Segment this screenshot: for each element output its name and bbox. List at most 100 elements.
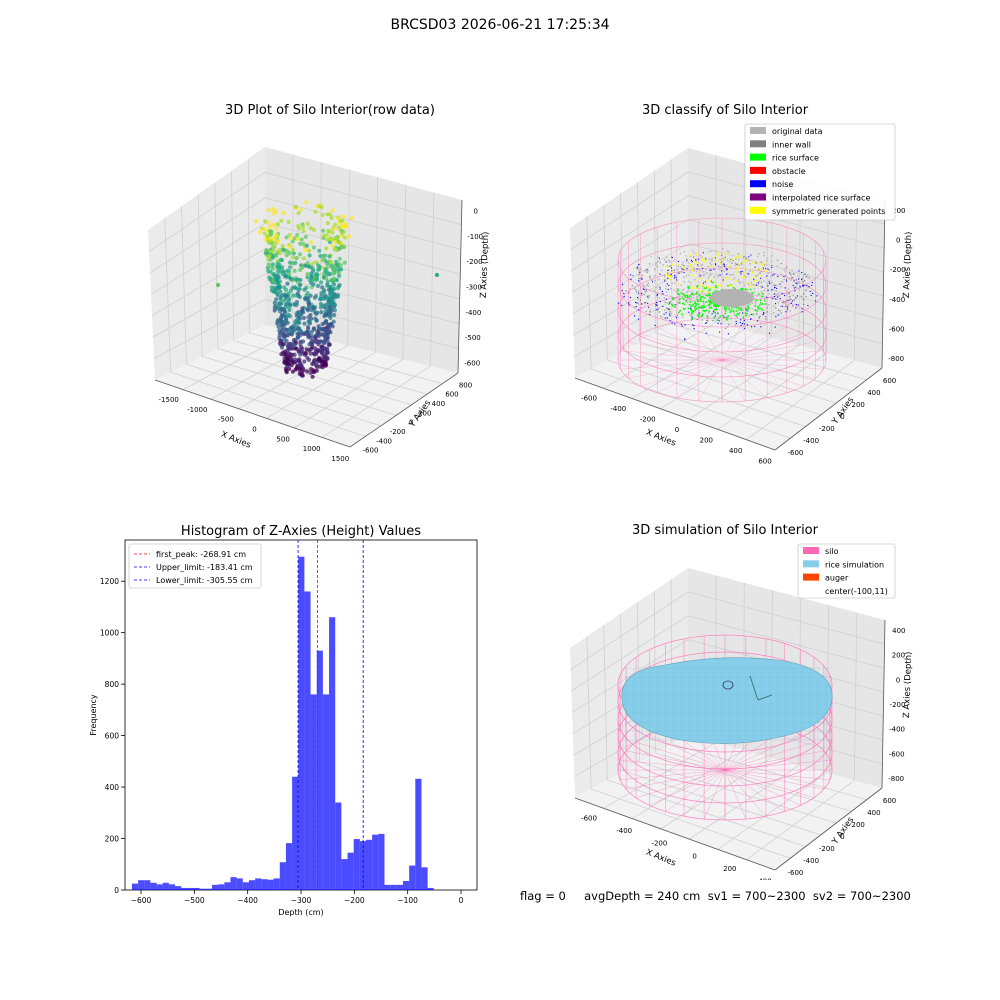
classified-point	[728, 251, 730, 253]
classified-point	[755, 275, 757, 277]
classified-point	[630, 274, 632, 276]
histogram-bar	[304, 591, 311, 890]
histogram-bar	[236, 878, 243, 890]
classified-point	[667, 288, 669, 290]
histogram-bar	[218, 884, 225, 890]
classified-point	[757, 282, 759, 284]
raw-point	[272, 272, 277, 277]
raw-point	[320, 322, 325, 327]
classified-point	[727, 284, 729, 287]
classified-point	[623, 292, 625, 294]
raw-point	[284, 294, 289, 299]
classified-point	[747, 308, 749, 310]
y-tick-label: 400	[432, 400, 445, 408]
raw-point	[301, 256, 306, 261]
raw-point	[276, 324, 281, 329]
legend-label: noise	[772, 180, 793, 189]
classified-point	[794, 285, 797, 288]
classified-point	[670, 288, 672, 290]
classified-point	[637, 318, 639, 320]
classified-point	[762, 314, 764, 316]
y-axis-line	[349, 372, 459, 448]
classified-point	[760, 281, 763, 283]
raw-point	[263, 237, 268, 242]
raw-point	[323, 253, 328, 258]
classified-point	[653, 289, 656, 292]
classified-point	[717, 322, 719, 324]
classified-point	[689, 254, 692, 257]
raw-point	[329, 308, 334, 313]
classified-point	[736, 316, 738, 318]
raw-point	[319, 310, 324, 315]
classified-point	[698, 258, 700, 260]
classified-point	[787, 288, 790, 290]
classified-point	[788, 292, 790, 294]
raw-point	[279, 352, 284, 357]
classified-point	[782, 281, 784, 283]
classified-point	[746, 306, 748, 308]
classified-point	[696, 285, 698, 288]
classified-point	[789, 273, 791, 275]
silo-spoke	[683, 769, 726, 817]
classified-point	[701, 256, 703, 259]
classified-point	[718, 320, 720, 322]
raw-point	[309, 367, 314, 372]
raw-point	[275, 222, 280, 227]
raw-point	[288, 276, 293, 281]
raw-point	[314, 318, 319, 323]
classified-point	[729, 284, 732, 286]
classified-point	[783, 278, 785, 280]
raw-point	[300, 346, 305, 351]
classified-point	[682, 302, 684, 305]
classified-point	[788, 299, 790, 301]
classified-point	[746, 312, 748, 315]
raw-point	[262, 227, 267, 232]
back-left-pane	[148, 147, 265, 380]
raw-point	[335, 278, 340, 283]
silo-spoke	[724, 750, 824, 771]
raw-point	[272, 300, 277, 305]
classified-point	[705, 309, 708, 312]
classified-point	[729, 278, 731, 280]
classified-point	[691, 296, 693, 299]
histogram-bar	[322, 694, 330, 890]
classified-point	[662, 293, 664, 295]
classified-point	[635, 289, 637, 291]
classified-point	[714, 309, 716, 311]
wall-grid-line	[430, 192, 435, 367]
classified-point	[790, 298, 792, 300]
classified-point	[714, 290, 716, 293]
histogram-bar	[181, 887, 188, 890]
y-tick-label: 600	[883, 797, 896, 805]
classified-point	[644, 270, 646, 272]
legend-swatch	[750, 153, 766, 161]
raw-point	[276, 239, 281, 244]
classified-point	[649, 311, 651, 313]
classified-point	[648, 295, 650, 297]
x-tick-label: -200	[651, 840, 667, 848]
classified-point	[708, 310, 710, 313]
classified-point	[674, 306, 676, 308]
classified-point	[686, 268, 688, 270]
classified-point	[784, 287, 786, 289]
classified-point	[656, 293, 658, 295]
classified-point	[633, 306, 636, 308]
raw-point	[301, 310, 306, 315]
classified-point	[643, 293, 645, 296]
raw-point	[270, 262, 275, 267]
classified-point	[644, 291, 647, 293]
classified-point	[736, 264, 738, 266]
raw-point	[316, 283, 321, 288]
classified-point	[780, 305, 782, 307]
classified-point	[754, 303, 757, 305]
floor-grid-line	[233, 340, 428, 395]
classified-point	[628, 292, 630, 294]
raw-point	[323, 309, 328, 314]
classified-point	[747, 273, 749, 275]
classified-point	[680, 284, 682, 287]
classified-point	[673, 297, 676, 299]
cylinder-spoke	[721, 318, 746, 361]
classified-point	[713, 303, 716, 305]
histogram-bar	[316, 650, 323, 890]
